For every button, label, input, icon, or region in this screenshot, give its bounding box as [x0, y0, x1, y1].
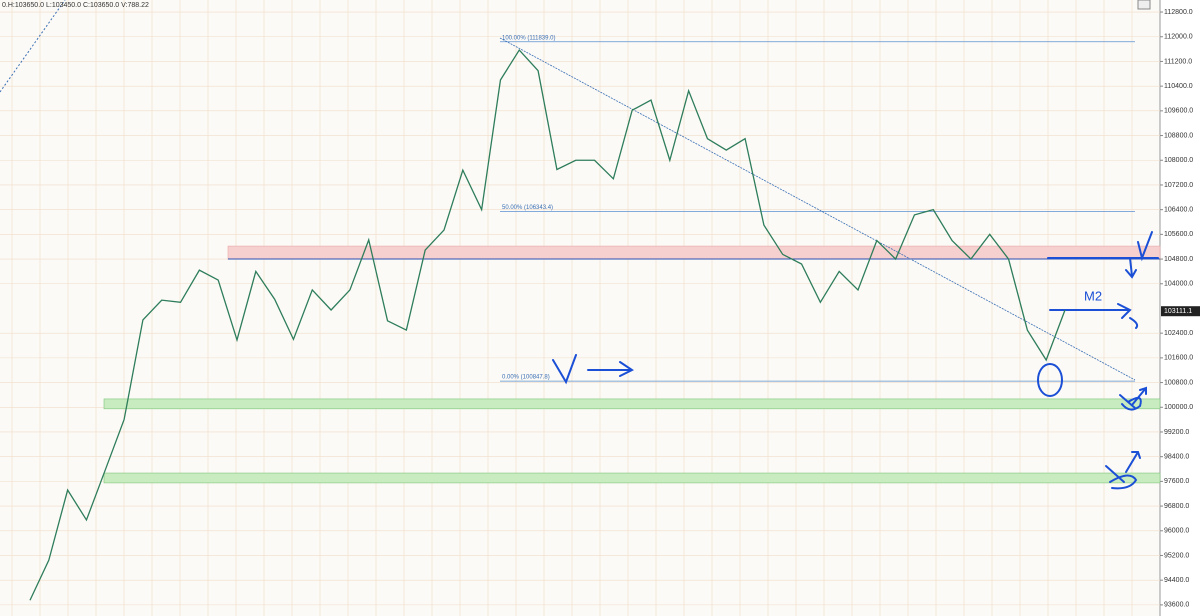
trend-line	[0, 0, 66, 93]
y-tick-label: 104000.0	[1164, 281, 1193, 288]
y-tick-label: 108800.0	[1164, 132, 1193, 139]
y-tick-label: 94400.0	[1164, 577, 1189, 584]
button[interactable]	[1137, 0, 1151, 10]
y-tick-label: 106400.0	[1164, 206, 1193, 213]
y-tick-label: 110400.0	[1164, 83, 1193, 90]
y-tick-label: 104800.0	[1164, 256, 1193, 263]
annotation: M2	[1084, 288, 1102, 303]
price-line	[29, 48, 1066, 601]
fib-label: 100.00% (111839.0)	[502, 35, 555, 41]
y-tick-label: 100800.0	[1164, 379, 1193, 386]
zone	[227, 245, 1161, 260]
y-tick-label: 99200.0	[1164, 429, 1189, 436]
y-tick-label: 100000.0	[1164, 404, 1193, 411]
y-tick-label: 111200.0	[1164, 58, 1192, 65]
price-box	[1161, 306, 1200, 317]
zone	[103, 398, 1161, 410]
y-tick-label: 102400.0	[1164, 330, 1193, 337]
y-tick-label: 97600.0	[1164, 478, 1189, 485]
y-tick-label: 105600.0	[1164, 231, 1193, 238]
y-tick-label: 98400.0	[1164, 454, 1189, 461]
trend-line	[499, 37, 1136, 381]
y-tick-label: 112000.0	[1164, 34, 1193, 41]
y-tick-label: 101600.0	[1164, 355, 1193, 362]
y-tick-label: 109600.0	[1164, 108, 1193, 115]
y-tick-label: 107200.0	[1164, 182, 1193, 189]
y-tick-label: 95200.0	[1164, 552, 1189, 559]
y-tick-label: 93600.0	[1164, 602, 1189, 609]
plot-bg	[0, 0, 1160, 616]
fib-label: 0.00% (100847.8)	[502, 375, 550, 381]
y-tick-label: 96800.0	[1164, 503, 1189, 510]
fib-label: 50.00% (106343.4)	[502, 205, 553, 211]
zone	[103, 472, 1161, 484]
y-tick-label: 96000.0	[1164, 528, 1189, 535]
ohlc-info: 0.H:103650.0 L:103450.0 C:103650.0 V:788…	[2, 2, 149, 9]
hand-drawing	[552, 231, 1159, 490]
y-tick-label: 108000.0	[1164, 157, 1193, 164]
y-tick-label: 112800.0	[1164, 9, 1193, 16]
price-label: 103111.1	[1164, 308, 1192, 315]
